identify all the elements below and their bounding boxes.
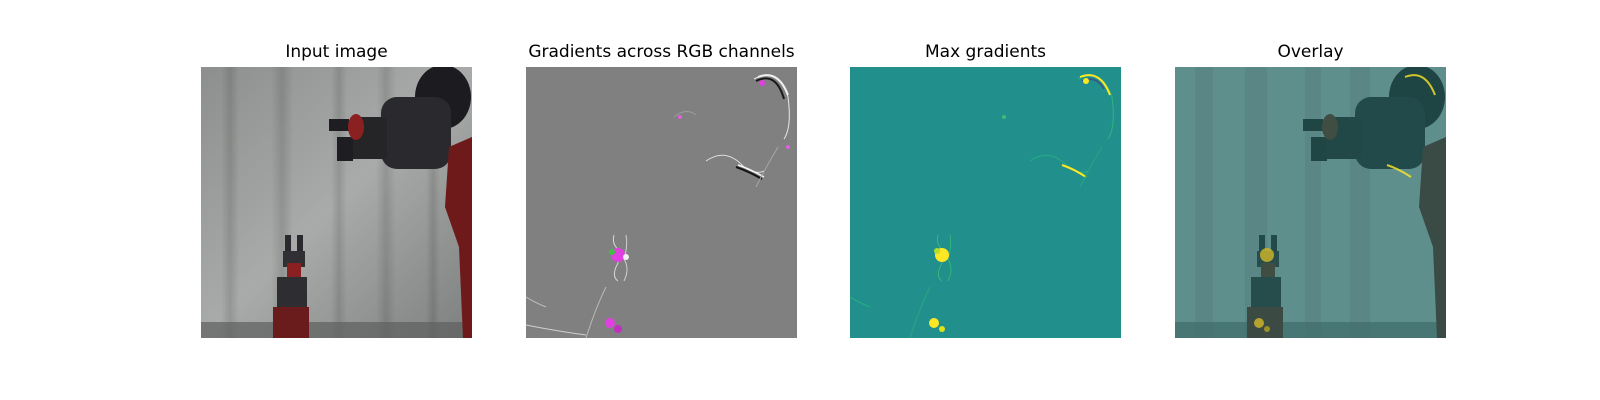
gradients-rgb-svg xyxy=(526,67,797,338)
max-gradients-image xyxy=(850,67,1121,338)
panel-title: Overlay xyxy=(1277,42,1344,62)
panel-title: Max gradients xyxy=(924,42,1047,62)
panel-gradients-rgb: Gradients across RGB channels xyxy=(526,0,797,400)
panel-input-image: Input image xyxy=(201,0,472,400)
input-image xyxy=(201,67,472,338)
overlay-svg xyxy=(1175,67,1446,338)
max-gradients-svg xyxy=(850,67,1121,338)
input-image-svg xyxy=(201,67,472,338)
panel-overlay: Overlay xyxy=(1175,0,1446,400)
panel-title: Input image xyxy=(285,42,388,62)
panel-title: Gradients across RGB channels xyxy=(528,42,795,62)
overlay-image xyxy=(1175,67,1446,338)
gradients-rgb-image xyxy=(526,67,797,338)
panel-max-gradients: Max gradients xyxy=(850,0,1121,400)
